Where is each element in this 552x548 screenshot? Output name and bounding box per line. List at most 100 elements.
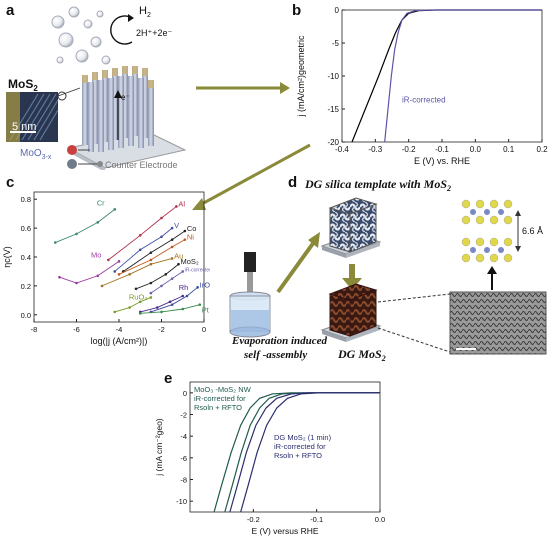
data-point <box>100 284 104 288</box>
data-point <box>134 287 138 291</box>
x-axis-label: E (V) vs. RHE <box>414 156 470 166</box>
plot-frame <box>189 381 381 513</box>
arrow-vial-to-template <box>276 240 316 294</box>
plot-frame <box>341 9 543 143</box>
arrow-b-to-c <box>199 143 311 207</box>
data-point <box>164 273 168 276</box>
crystal-structure: 6.6 Å <box>461 199 543 263</box>
panel-letter-d: d <box>288 174 298 191</box>
tem-image <box>449 291 547 355</box>
y-tick-label: -2 <box>180 411 187 420</box>
y-tick-label: -8 <box>180 476 187 485</box>
x-tick-label: -0.2 <box>247 515 260 524</box>
data-point <box>170 226 174 230</box>
x-tick-label: 0.2 <box>536 145 548 154</box>
series-label: MoS₂ <box>181 257 199 266</box>
mos2-label: MoS2 <box>8 77 38 93</box>
series-line-V <box>114 227 173 272</box>
data-point <box>138 234 142 237</box>
data-point <box>149 281 153 285</box>
self-assembly-line1: Evaporation induced <box>231 335 328 347</box>
chart-e: -0.2 -0.1 0.0 0 -2 -4 -6 -8 -10 E (V) versus RHE j… <box>154 381 385 536</box>
dg-mos2-label: DG MoS2 <box>337 347 386 362</box>
data-point <box>185 294 189 298</box>
x-axis-label: E (V) versus RHE <box>251 526 318 536</box>
y-tick-label: 0 <box>183 389 187 398</box>
series-label: Co <box>187 224 197 233</box>
y-tick-label: -10 <box>327 72 339 81</box>
data-point <box>113 310 117 314</box>
data-point <box>170 238 174 241</box>
series-label: Al <box>178 199 185 208</box>
data-point <box>175 205 178 208</box>
panel-letter-b: b <box>292 2 302 19</box>
series-line-Cr <box>55 208 116 243</box>
evaporation-apparatus <box>229 252 271 338</box>
data-point <box>181 294 185 298</box>
data-point <box>183 238 187 241</box>
x-tick-label: 0.1 <box>503 145 515 154</box>
x-tick-label: -0.1 <box>310 515 323 524</box>
minus-terminal <box>67 145 77 155</box>
data-point <box>113 270 117 273</box>
dg-mos2-cube <box>320 283 382 342</box>
x-tick-label: 0 <box>202 325 206 334</box>
data-point <box>177 262 180 266</box>
y-tick-label: 0 <box>335 6 340 15</box>
panel-a-illustration: H2 2H⁺+2e⁻ MoS2 5 nm MoO3-x e⁻ Counter E… <box>6 5 187 172</box>
series-line-Au <box>101 258 173 287</box>
y-tick-label: -6 <box>180 454 187 463</box>
data-point <box>160 235 163 239</box>
electron-label: e⁻ <box>121 93 130 102</box>
y-tick-label: 0.4 <box>21 253 31 262</box>
data-point <box>149 251 153 254</box>
x-tick-label: -0.1 <box>435 145 449 154</box>
series-line-Al <box>108 206 177 261</box>
panel-e: e -0.2 -0.1 0.0 0 -2 -4 -6 -8 -10 E (V) versus RH… <box>150 368 552 543</box>
annotation-dg: DG MoS₂ (1 min) <box>274 433 332 442</box>
y-axis-label: j (mA/cm²)geometric <box>296 35 306 118</box>
panel-d-illustration: DG silica template with MoS2 DG MoS2 <box>229 177 547 363</box>
reaction-arrow <box>110 15 133 45</box>
series-line-Co <box>122 230 186 272</box>
data-point <box>170 257 174 260</box>
x-tick-label: -4 <box>116 325 123 334</box>
x-tick-label: 0.0 <box>470 145 482 154</box>
panel-d: d DG silica template with MoS2 <box>210 172 552 363</box>
series-line-Pt <box>140 304 200 314</box>
series-line-Ni <box>118 239 186 275</box>
data-point <box>170 277 174 280</box>
data-point <box>128 273 131 276</box>
panel-a: a <box>0 0 195 172</box>
series-label: IrO₂ <box>200 280 210 289</box>
annotation-nw: MoO₃ -MoS₂ NW <box>194 385 252 394</box>
data-point <box>149 258 153 262</box>
y-tick-label: -20 <box>327 138 339 147</box>
series-label: Cr <box>97 198 105 207</box>
spacing-label: 6.6 Å <box>522 226 543 236</box>
annotation-nw: iR-corrected for <box>194 394 246 403</box>
x-tick-label: -8 <box>31 325 38 334</box>
panel-letter-e: e <box>164 370 173 387</box>
data-point <box>168 300 172 304</box>
series-line-3 <box>240 392 380 513</box>
series-line-1 <box>384 9 542 143</box>
series-label: Pt <box>202 306 210 315</box>
annotation-nw: Rsoln + RFTO <box>194 403 242 412</box>
series-line-MoS2 <box>135 263 179 290</box>
panel-b: b -0.4 -0.3 -0.2 -0.1 0.0 0.1 0.2 0 -5 -10 -15 -20 E… <box>290 0 552 170</box>
plus-terminal <box>67 159 77 169</box>
data-point <box>149 262 153 266</box>
series-label: V <box>174 221 179 230</box>
data-point <box>107 258 110 262</box>
y-tick-label: 0.0 <box>21 311 31 320</box>
counter-electrode-label: Counter Electrode <box>105 160 178 170</box>
nanowire-array <box>82 66 154 152</box>
self-assembly-line2: self -assembly <box>243 349 307 361</box>
x-tick-label: 0.0 <box>375 515 385 524</box>
data-point <box>138 312 142 315</box>
series-line-RuO2 <box>114 297 152 313</box>
data-point <box>170 245 174 249</box>
data-point <box>75 232 78 236</box>
